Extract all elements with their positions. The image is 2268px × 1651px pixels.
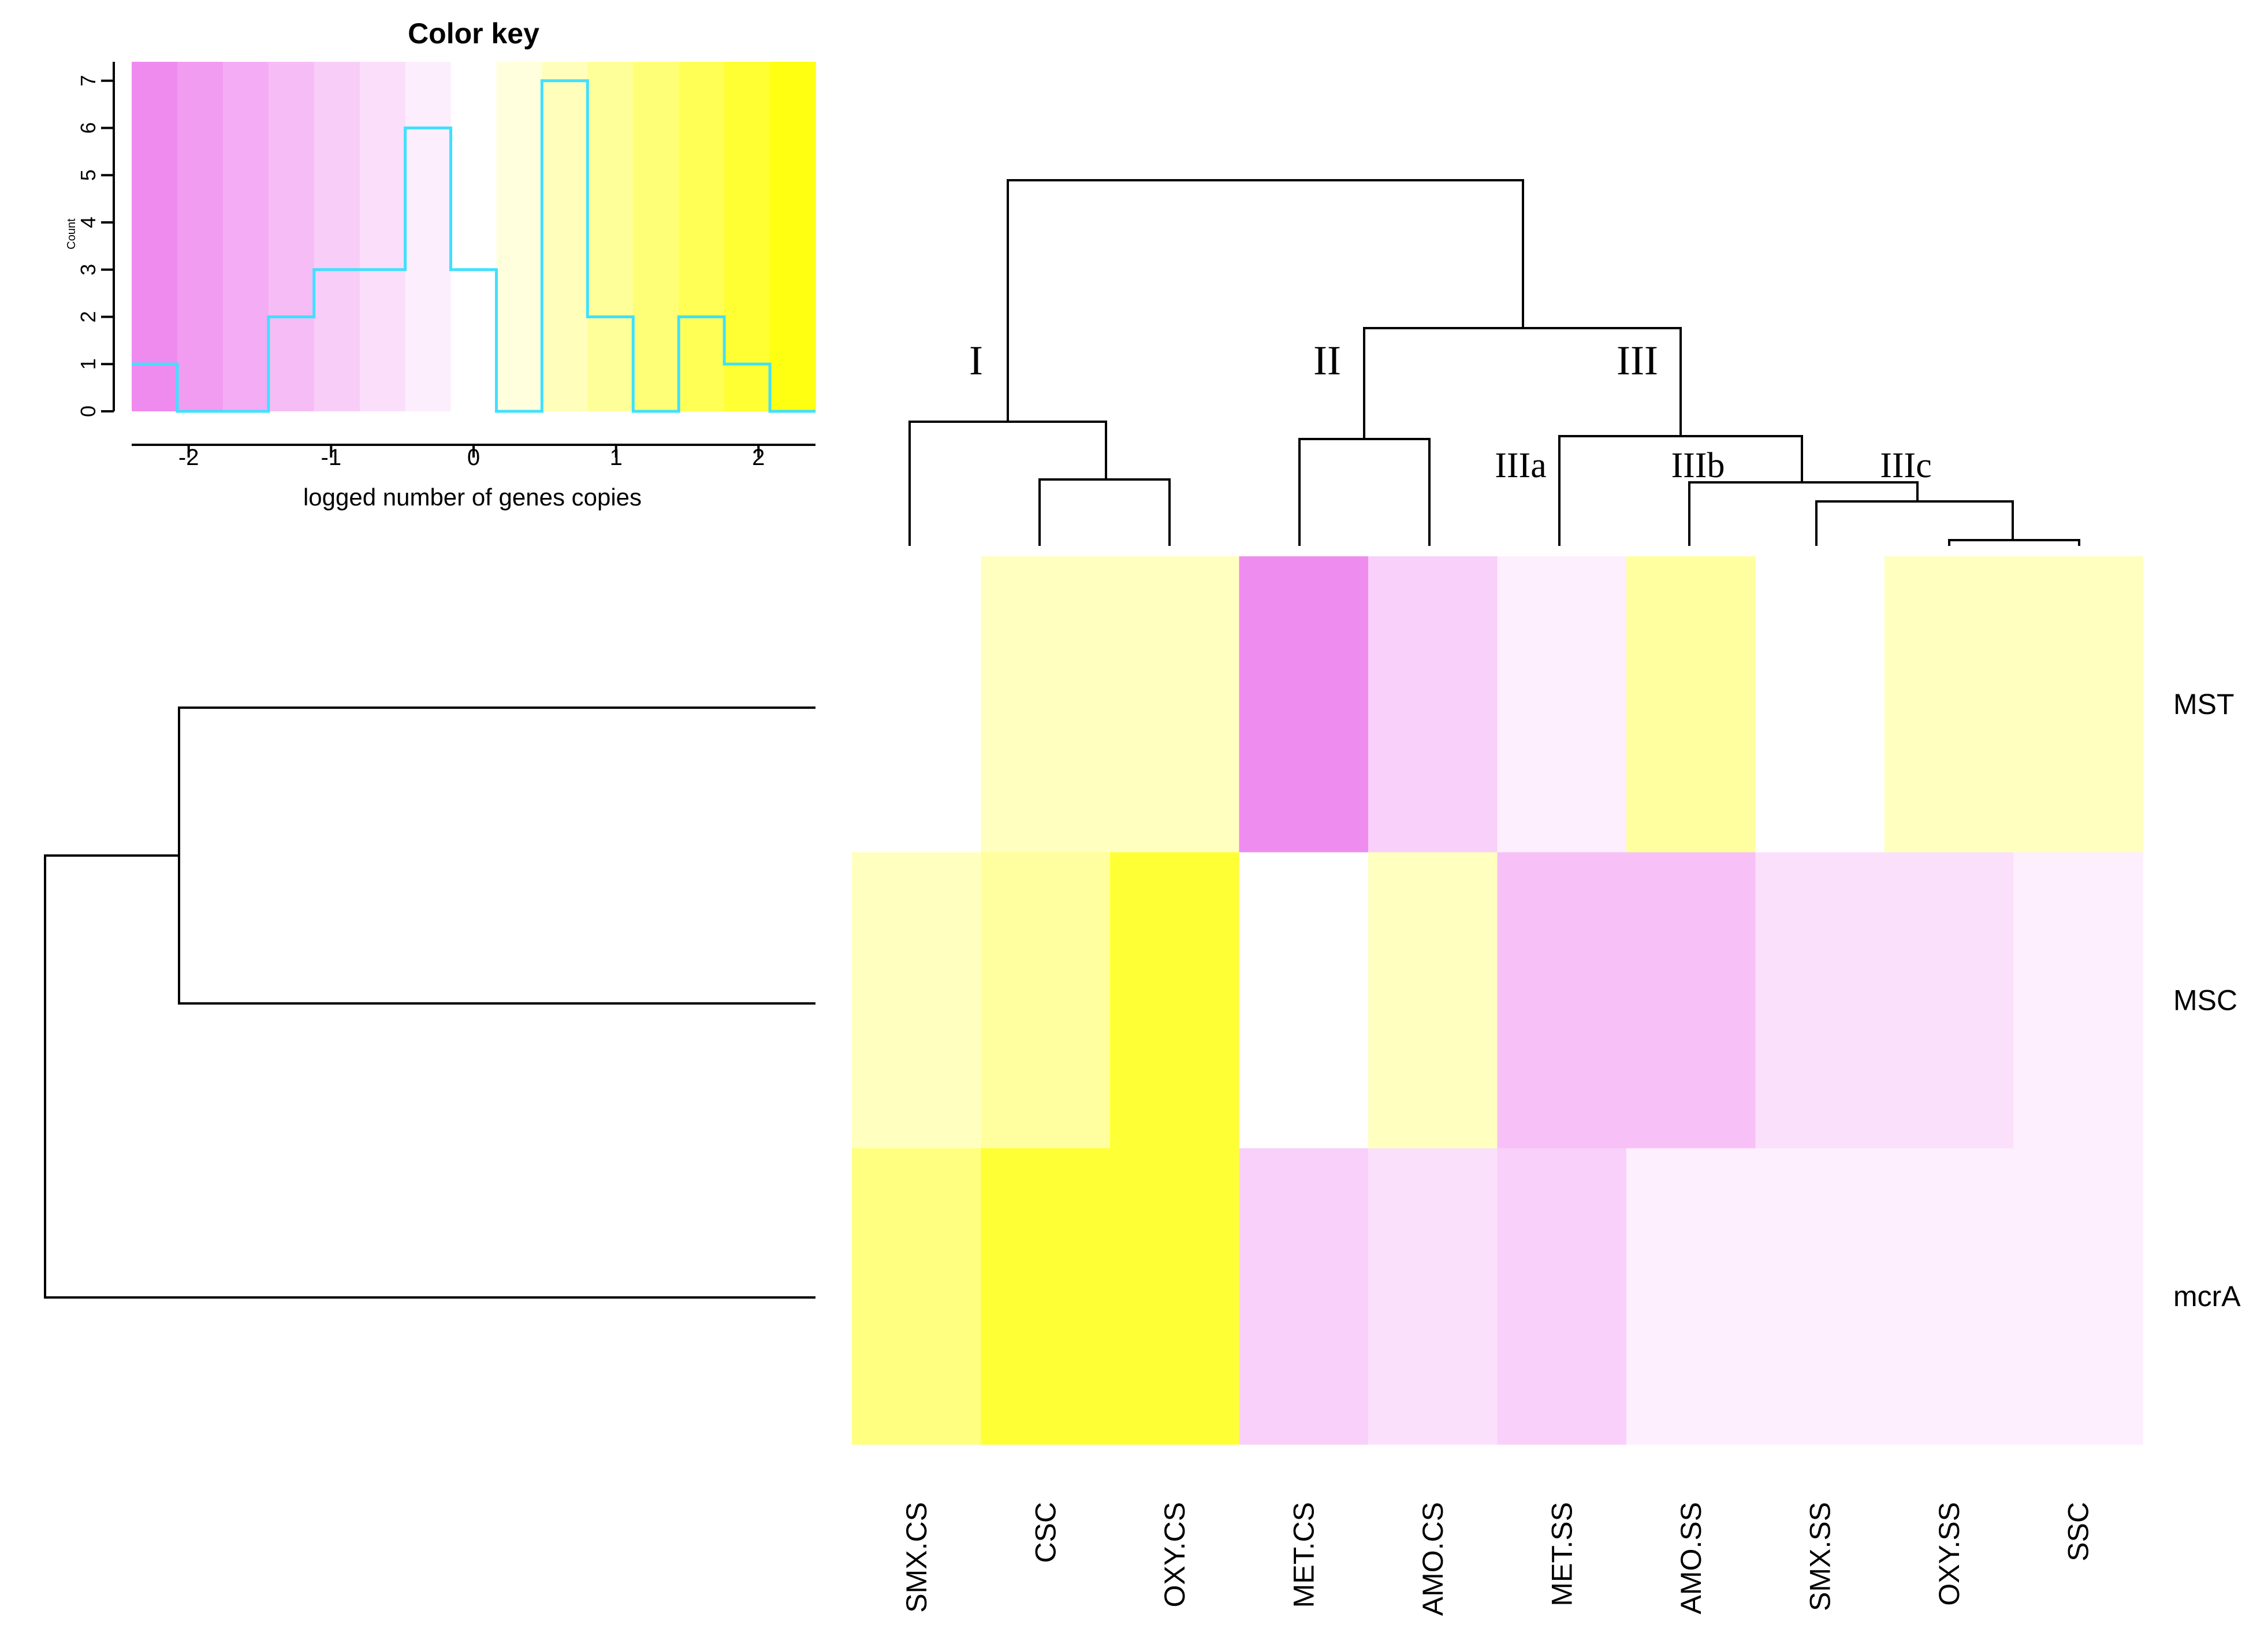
color-key-y-tick-label: 4 <box>76 217 100 228</box>
color-key-y-tick-label: 2 <box>76 311 100 322</box>
heatmap-cell <box>852 852 982 1149</box>
heatmap-cell <box>2013 556 2143 853</box>
color-key-y-label: Count <box>65 218 78 250</box>
heatmap-cell <box>1885 852 2014 1149</box>
heatmap-cells <box>852 556 2143 1445</box>
color-key-band <box>359 62 406 411</box>
heatmap-cell <box>1368 1148 1498 1445</box>
heatmap-cell <box>1239 1148 1369 1445</box>
color-key-band <box>314 62 360 411</box>
color-key-band <box>450 62 497 411</box>
color-key-y-tick-label: 7 <box>76 75 100 87</box>
column-label: SMX.SS <box>1804 1502 1836 1611</box>
column-label: MET.SS <box>1545 1502 1578 1607</box>
heatmap-cell <box>981 556 1111 853</box>
color-key-x-tick-label: 2 <box>752 445 765 470</box>
color-key-band <box>177 62 224 411</box>
color-key-band <box>770 62 816 411</box>
column-label: AMO.CS <box>1417 1502 1449 1616</box>
heatmap-cell <box>1368 556 1498 853</box>
cluster-label-I: I <box>969 337 983 384</box>
color-key-x-tick-label: -1 <box>321 445 342 470</box>
heatmap-cell <box>2013 1148 2143 1445</box>
heatmap-cell <box>1885 556 2014 853</box>
row-dendrogram <box>44 706 815 1299</box>
color-key-title: Color key <box>408 17 539 50</box>
row-label: MSC <box>2173 984 2237 1017</box>
color-key-y-tick-label: 1 <box>76 358 100 370</box>
color-key-band <box>633 62 679 411</box>
heatmap-cell <box>1497 852 1627 1149</box>
cluster-label-II: II <box>1313 337 1341 384</box>
heatmap-cell <box>2013 852 2143 1149</box>
heatmap-cell <box>1885 1148 2014 1445</box>
heatmap-cell <box>1110 1148 1240 1445</box>
cluster-label-IIIb: IIIb <box>1671 446 1725 485</box>
color-key-band <box>222 62 269 411</box>
heatmap-cell <box>981 1148 1111 1445</box>
color-key-x-tick-label: 1 <box>610 445 623 470</box>
color-key-bands <box>132 62 816 411</box>
heatmap-cell <box>1755 1148 1885 1445</box>
column-label: CSC <box>1029 1502 1062 1563</box>
color-key-band <box>587 62 634 411</box>
heatmap-cell <box>1497 556 1627 853</box>
color-key-band <box>542 62 589 411</box>
heatmap-cell <box>852 1148 982 1445</box>
heatmap-cell <box>1110 556 1240 853</box>
heatmap-cell <box>1626 852 1756 1149</box>
heatmap-column-labels: SMX.CS CSC OXY.CS MET.CS AMO.CS MET.SS AMO.SS S… <box>900 1502 2095 1616</box>
heatmap-cell <box>852 556 982 853</box>
heatmap-cell <box>1755 852 1885 1149</box>
cluster-label-IIIa: IIIa <box>1495 446 1546 485</box>
color-key-y-tick-label: 5 <box>76 169 100 181</box>
column-dendrogram <box>908 179 2080 546</box>
color-key-band <box>132 62 178 411</box>
color-key-y-tick-label: 0 <box>76 406 100 417</box>
color-key-x-ticks: -2 -1 0 1 2 <box>178 445 765 470</box>
color-key: 0 1 2 3 4 5 6 7 -2 -1 0 1 2 Color key logged number… <box>65 17 816 511</box>
color-key-y-tick-label: 6 <box>76 122 100 133</box>
heatmap-cell <box>1626 556 1756 853</box>
color-key-x-tick-label: -2 <box>178 445 199 470</box>
heatmap-cell <box>1110 852 1240 1149</box>
heatmap-row-labels: MST MSC mcrA <box>2173 688 2241 1312</box>
column-label: SSC <box>2062 1502 2094 1561</box>
row-label: MST <box>2173 688 2235 720</box>
color-key-histogram-line <box>132 79 815 413</box>
color-key-band <box>679 62 725 411</box>
cluster-label-IIIc: IIIc <box>1880 446 1931 485</box>
color-key-band <box>496 62 543 411</box>
color-key-band <box>405 62 452 411</box>
column-label: AMO.SS <box>1675 1502 1707 1614</box>
color-key-band <box>724 62 770 411</box>
heatmap-cell <box>1626 1148 1756 1445</box>
color-key-y-tick-label: 3 <box>76 264 100 276</box>
heatmap-cell <box>1239 852 1369 1149</box>
column-label: SMX.CS <box>900 1502 933 1613</box>
cluster-labels: I II III IIIa IIIb IIIc <box>969 337 1932 485</box>
column-label: OXY.SS <box>1933 1502 1965 1606</box>
color-key-y-ticks: 0 1 2 3 4 5 6 7 <box>76 75 114 417</box>
color-key-x-tick-label: 0 <box>467 445 480 470</box>
heatmap-cell <box>1239 556 1369 853</box>
row-label: mcrA <box>2173 1280 2241 1312</box>
color-key-x-label: logged number of genes copies <box>303 484 642 511</box>
column-label: MET.CS <box>1287 1502 1320 1608</box>
column-label: OXY.CS <box>1159 1502 1191 1608</box>
cluster-label-III: III <box>1617 337 1658 384</box>
heatmap-cell <box>1755 556 1885 853</box>
color-key-band <box>268 62 315 411</box>
heatmap-cell <box>1497 1148 1627 1445</box>
heatmap-cell <box>1368 852 1498 1149</box>
heatmap-cell <box>981 852 1111 1149</box>
